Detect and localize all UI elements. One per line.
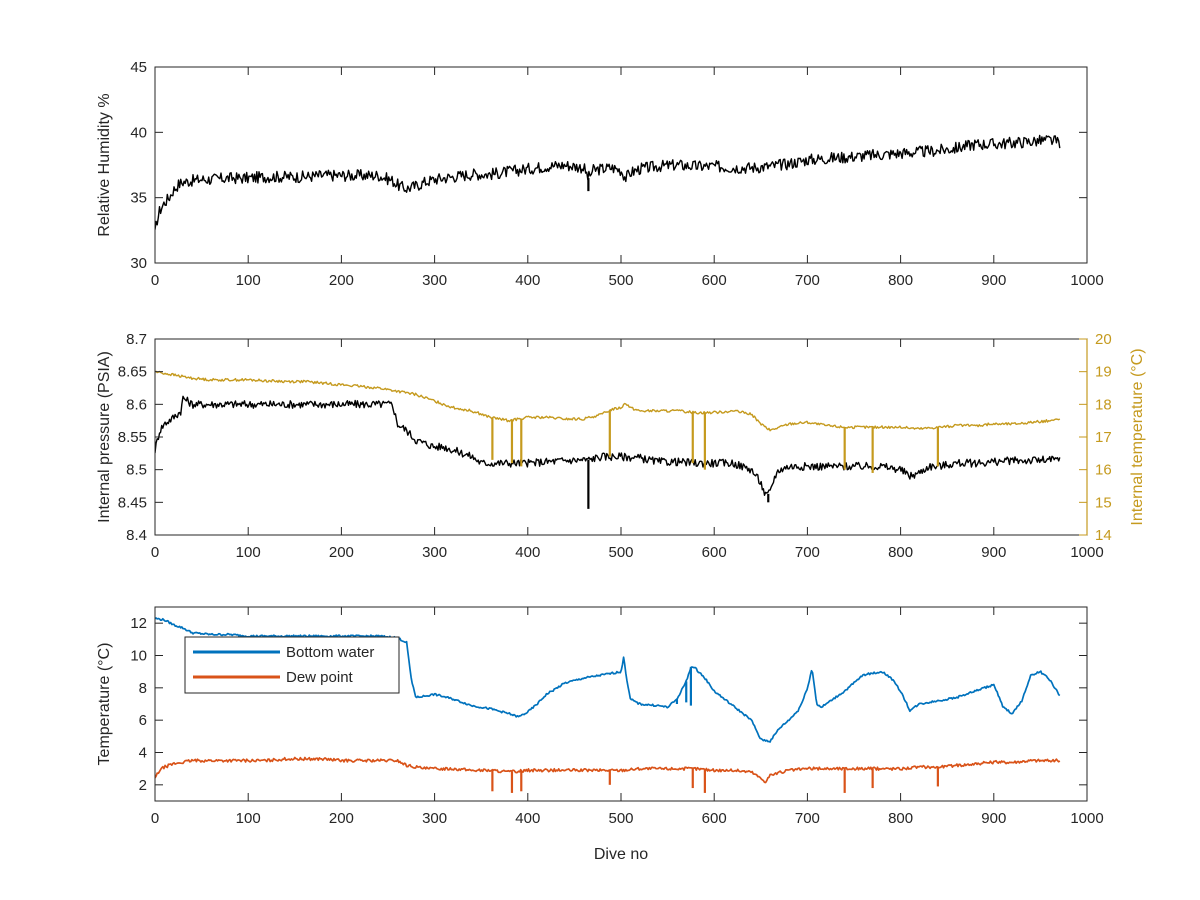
x-tick-label: 400 xyxy=(515,810,540,827)
x-tick-label: 1000 xyxy=(1070,272,1103,289)
x-tick-label: 300 xyxy=(422,810,447,827)
y-tick-label: 2 xyxy=(139,777,147,794)
legend: Bottom water Dew point xyxy=(184,636,400,694)
y-tick-label: 8 xyxy=(139,680,147,697)
y-tick-label: 6 xyxy=(139,712,147,729)
x-tick-label: 500 xyxy=(608,272,633,289)
y-tick-label: 30 xyxy=(130,255,147,272)
x-axis-label: Dive no xyxy=(594,846,648,863)
plot-panel-2: 0 100 200 300 400 500 600 700 800 900 1000 8.4 8.45 8… xyxy=(96,331,1146,561)
x-tick-label: 900 xyxy=(981,810,1006,827)
x-tick-label: 1000 xyxy=(1070,544,1103,561)
y-axis-label: Temperature (°C) xyxy=(96,643,113,766)
x-tick-label: 100 xyxy=(236,272,261,289)
y-right-tick-label: 14 xyxy=(1095,527,1112,544)
x-tick-label: 300 xyxy=(422,544,447,561)
legend-label-bottom-water: Bottom water xyxy=(286,644,374,661)
y-right-tick-label: 15 xyxy=(1095,494,1112,511)
y-tick-label: 8.5 xyxy=(126,462,147,479)
y-right-tick-label: 18 xyxy=(1095,396,1112,413)
axes-box-1 xyxy=(154,66,1088,264)
x-tick-label: 300 xyxy=(422,272,447,289)
x-tick-label: 900 xyxy=(981,544,1006,561)
relative-humidity-line xyxy=(155,134,1061,230)
dew-point-line xyxy=(155,756,1061,784)
y-tick-label: 8.6 xyxy=(126,396,147,413)
x-tick-label: 700 xyxy=(795,810,820,827)
x-tick-label: 200 xyxy=(329,544,354,561)
x-tick-label: 800 xyxy=(888,272,913,289)
y-tick-label: 12 xyxy=(130,615,147,632)
y-tick-label: 4 xyxy=(139,745,147,762)
internal-temperature-line xyxy=(155,370,1061,432)
x-tick-label: 200 xyxy=(329,272,354,289)
y-tick-label: 40 xyxy=(130,124,147,141)
y-tick-label: 35 xyxy=(130,190,147,207)
x-tick-label: 1000 xyxy=(1070,810,1103,827)
y-right-tick-label: 20 xyxy=(1095,331,1112,348)
legend-label-dew-point: Dew point xyxy=(286,669,354,686)
y-tick-label: 8.55 xyxy=(118,429,147,446)
plot-panel-1: 0 100 200 300 400 500 600 700 800 900 1000 30 35 40 45… xyxy=(96,59,1104,289)
x-tick-label: 600 xyxy=(702,544,727,561)
y-axis-label: Internal pressure (PSIA) xyxy=(96,351,113,523)
x-tick-label: 700 xyxy=(795,544,820,561)
x-tick-label: 200 xyxy=(329,810,354,827)
bottom-water-line xyxy=(155,617,1061,743)
x-tick-label: 400 xyxy=(515,272,540,289)
x-tick-label: 600 xyxy=(702,810,727,827)
y-tick-label: 8.4 xyxy=(126,527,147,544)
y-tick-label: 10 xyxy=(130,648,147,665)
y-right-tick-label: 16 xyxy=(1095,462,1112,479)
x-tick-label: 100 xyxy=(236,544,261,561)
x-tick-label: 0 xyxy=(151,272,159,289)
y-right-tick-label: 19 xyxy=(1095,364,1112,381)
x-tick-label: 900 xyxy=(981,272,1006,289)
x-tick-label: 500 xyxy=(608,810,633,827)
y-tick-label: 8.65 xyxy=(118,364,147,381)
x-tick-label: 800 xyxy=(888,810,913,827)
x-tick-label: 700 xyxy=(795,272,820,289)
y-tick-label: 8.45 xyxy=(118,494,147,511)
x-tick-label: 0 xyxy=(151,810,159,827)
legend-box xyxy=(184,636,400,694)
x-tick-label: 100 xyxy=(236,810,261,827)
plot-panel-3: 0 100 200 300 400 500 600 700 800 900 1000 2 4 6 8 10 12… xyxy=(96,606,1104,863)
y-tick-label: 45 xyxy=(130,59,147,76)
x-tick-label: 800 xyxy=(888,544,913,561)
y-tick-label: 8.7 xyxy=(126,331,147,348)
x-tick-label: 600 xyxy=(702,272,727,289)
y-right-axis-label: Internal temperature (°C) xyxy=(1129,348,1146,525)
x-tick-label: 0 xyxy=(151,544,159,561)
y-right-tick-label: 17 xyxy=(1095,429,1112,446)
axes-box-2 xyxy=(154,338,1088,536)
x-tick-label: 500 xyxy=(608,544,633,561)
internal-pressure-line xyxy=(155,395,1061,496)
x-tick-label: 400 xyxy=(515,544,540,561)
y-axis-label: Relative Humidity % xyxy=(96,93,113,236)
